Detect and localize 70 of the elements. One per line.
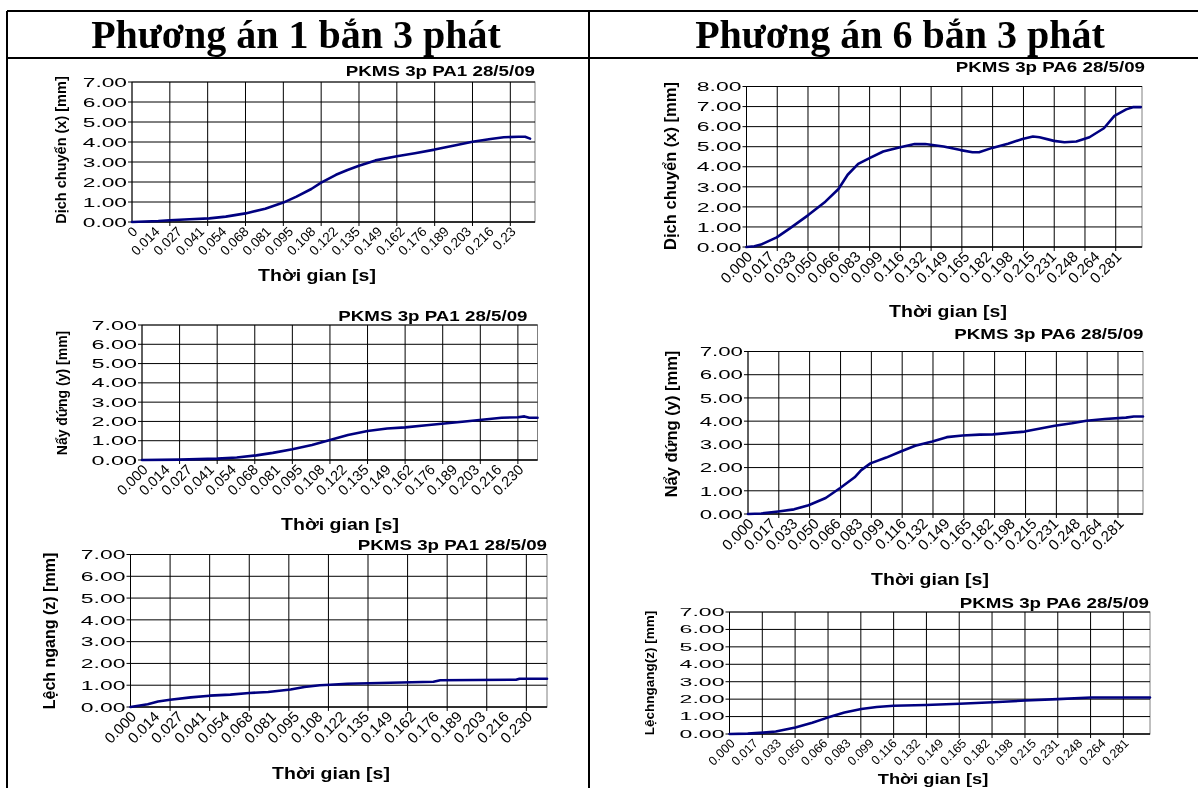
y-axis-title: Lệchngang(z) [mm] [641, 610, 657, 736]
x-axis-title: Thời gian [s] [272, 764, 390, 783]
y-tick-label: 0.00 [699, 506, 743, 522]
y-tick-label: 5.00 [699, 390, 743, 406]
y-axis-title: Lệch ngang (z) [mm] [40, 552, 58, 710]
y-tick-label: 2.00 [699, 459, 743, 476]
y-tick-label: 0.00 [696, 239, 742, 255]
chart-title: Phương án 1 bắn 3 phát [91, 12, 502, 57]
y-tick-label: 3.00 [699, 436, 743, 453]
x-axis-title: Thời gian [s] [889, 302, 1007, 321]
y-tick-label: 5.00 [696, 139, 742, 155]
y-tick-label: 2.00 [80, 655, 126, 672]
y-tick-label: 3.00 [91, 395, 137, 410]
chart-title: PKMS 3p PA1 28/5/09 [357, 536, 547, 554]
y-tick-label: 4.00 [699, 413, 743, 429]
y-tick-label: 4.00 [679, 658, 725, 671]
y-tick-label: 5.00 [91, 356, 137, 371]
y-tick-label: 6.00 [696, 119, 742, 135]
chart-subtitle: PKMS 3p PA1 28/5/09 [345, 62, 535, 80]
y-tick-label: 7.00 [82, 74, 127, 90]
x-axis-title: Thời gian [s] [877, 770, 989, 788]
x-axis-title: Thời gian [s] [258, 266, 376, 285]
y-tick-label: 1.00 [679, 710, 725, 723]
y-tick-label: 5.00 [80, 590, 126, 606]
y-axis-title: Dịch chuyển (x) [mm] [53, 76, 70, 224]
y-tick-label: 2.00 [679, 693, 725, 706]
line-series [130, 135, 532, 224]
chart-title: Phương án 6 bắn 3 phát [695, 12, 1106, 57]
y-tick-label: 7.00 [91, 317, 137, 333]
y-tick-label: 6.00 [699, 366, 743, 383]
y-tick-label: 3.00 [679, 675, 725, 688]
y-tick-label: 1.00 [91, 433, 137, 449]
chart-title: PKMS 3p PA6 28/5/09 [959, 594, 1149, 612]
y-axis-title: Dịch chuyển (x) [mm] [660, 82, 679, 250]
x-axis-title: Thời gian [s] [281, 515, 399, 534]
y-tick-label: 5.00 [82, 114, 127, 130]
y-tick-label: 4.00 [82, 134, 127, 150]
chart-title: PKMS 3p PA1 28/5/09 [338, 307, 528, 325]
y-tick-label: 0.00 [82, 214, 127, 230]
y-tick-label: 0.00 [91, 452, 137, 468]
y-tick-label: 6.00 [91, 337, 137, 352]
y-axis-title: Nẩy đứng (y) [mm] [661, 350, 680, 498]
y-tick-label: 4.00 [696, 159, 742, 175]
y-tick-label: 8.00 [696, 79, 742, 95]
y-tick-label: 7.00 [696, 99, 742, 115]
y-tick-label: 2.00 [82, 174, 127, 190]
y-tick-label: 7.00 [679, 606, 725, 619]
y-tick-label: 6.00 [82, 94, 127, 110]
y-tick-label: 7.00 [699, 343, 743, 360]
y-tick-label: 6.00 [679, 623, 725, 636]
y-tick-label: 7.00 [80, 547, 126, 563]
y-tick-label: 2.00 [696, 199, 742, 215]
y-tick-label: 4.00 [91, 375, 137, 391]
y-tick-label: 3.00 [80, 634, 126, 650]
y-tick-label: 6.00 [80, 568, 126, 584]
y-axis-title: Nẩy đứng (y) [mm] [53, 330, 70, 456]
y-tick-label: 1.00 [80, 677, 126, 693]
y-tick-label: 0.00 [80, 699, 126, 715]
y-tick-label: 1.00 [82, 194, 127, 210]
chart-subtitle: PKMS 3p PA6 28/5/09 [955, 58, 1145, 76]
y-tick-label: 3.00 [82, 154, 127, 170]
x-axis-title: Thời gian [s] [871, 570, 989, 589]
y-tick-label: 0.00 [679, 728, 725, 741]
y-tick-label: 4.00 [80, 612, 126, 628]
y-tick-label: 2.00 [91, 414, 137, 429]
chart-title: PKMS 3p PA6 28/5/09 [954, 325, 1144, 343]
y-tick-label: 3.00 [696, 179, 742, 195]
y-tick-label: 5.00 [679, 640, 725, 654]
y-tick-label: 1.00 [699, 483, 743, 499]
y-tick-label: 1.00 [696, 219, 742, 235]
